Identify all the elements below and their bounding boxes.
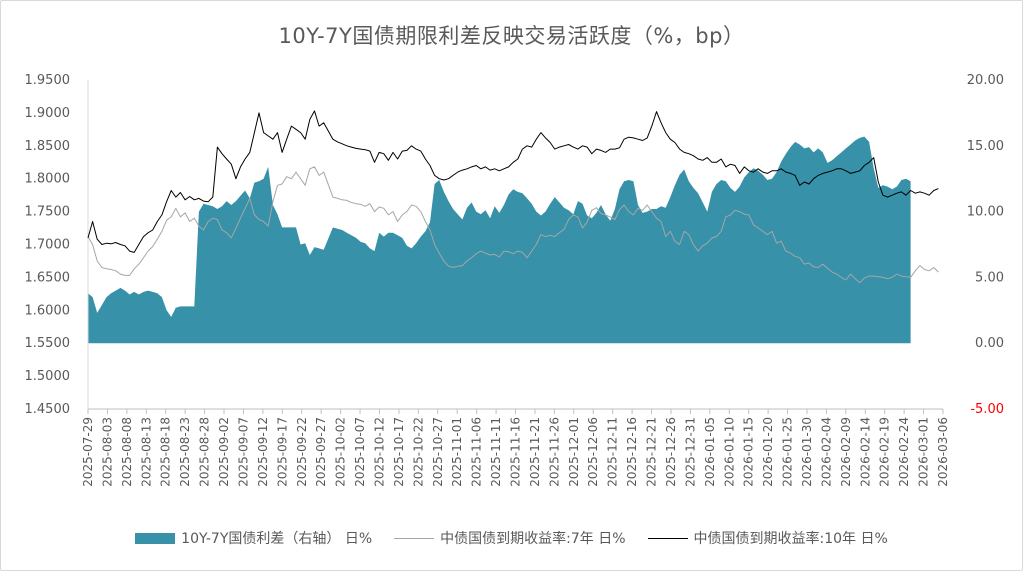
x-tick-label: 2025-11-06 [470,417,484,487]
legend-item-7y: 中债国债到期收益率:7年 日% [394,528,626,548]
x-tick-label: 2025-10-17 [392,417,406,487]
legend-item-spread: 10Y-7Y国债利差（右轴） 日% [135,528,372,548]
y-left-tick-label: 1.4500 [25,402,71,417]
y-left-tick-label: 1.6500 [25,270,71,285]
y-left-tick-label: 1.7000 [25,238,71,253]
x-tick-label: 2025-10-07 [353,417,367,487]
y-left-tick-label: 1.6000 [25,303,71,318]
x-tick-label: 2025-12-06 [586,417,600,487]
x-tick-label: 2025-12-31 [683,417,697,487]
x-tick-label: 2025-10-12 [372,417,386,487]
x-tick-label: 2025-10-27 [431,417,445,487]
x-tick-label: 2026-02-14 [858,417,872,487]
x-tick-label: 2025-09-12 [256,417,270,487]
x-tick-label: 2025-08-13 [139,417,153,487]
x-tick-label: 2025-09-02 [217,417,231,487]
chart-svg: 1.4500 1.5000 1.5500 1.6000 1.6500 1.7000 1.75… [25,73,1005,487]
x-tick-label: 2025-11-16 [509,417,523,487]
x-tick-label: 2025-08-18 [159,417,173,487]
x-tick-label: 2026-01-20 [761,417,775,487]
legend-swatch-spread [135,532,176,544]
y-right-tick-label: -5.00 [970,402,1004,417]
x-tick-label: 2026-01-10 [722,417,736,487]
legend-label-spread: 10Y-7Y国债利差（右轴） 日% [181,531,373,547]
series-line-7y [87,166,939,284]
x-tick-label: 2026-02-04 [819,417,833,487]
x-tick-label: 2025-10-02 [334,417,348,487]
y-left-tick-label: 1.9000 [25,106,71,121]
x-tick-label: 2026-02-09 [839,417,853,487]
y-right-tick-label: 15.00 [967,139,1004,154]
x-tick-label: 2026-03-06 [936,417,950,487]
y-left-tick-label: 1.8000 [25,172,71,187]
series-area-spread [88,136,911,344]
x-tick-label: 2026-03-01 [917,417,931,487]
x-tick-label: 2025-10-22 [411,417,425,487]
x-tick-label: 2025-11-26 [547,417,561,487]
series-line-10y [87,110,939,253]
x-tick-label: 2025-07-29 [81,417,95,487]
x-tick-label: 2025-12-11 [606,417,620,487]
y-left-tick-label: 1.5500 [25,336,71,351]
x-tick-label: 2025-12-01 [567,417,581,487]
y-left-tick-label: 1.7500 [25,205,71,220]
x-tick-label: 2026-02-19 [878,417,892,487]
x-tick-label: 2025-12-16 [625,417,639,487]
x-tick-label: 2025-11-21 [528,417,542,487]
chart-legend: 10Y-7Y国债利差（右轴） 日% 中债国债到期收益率:7年 日% 中债国债到期… [0,528,1023,548]
x-tick-label: 2026-01-05 [703,417,717,487]
x-tick-label: 2025-12-21 [645,417,659,487]
x-tick-label: 2025-09-17 [275,417,289,487]
x-tick-label: 2025-09-07 [236,417,250,487]
legend-swatch-7y [394,537,435,539]
legend-item-10y: 中债国债到期收益率:10年 日% [647,528,888,548]
x-tick-label: 2026-02-24 [897,417,911,487]
y-right-tick-label: 5.00 [975,270,1004,285]
y-left-tick-label: 1.5000 [25,369,71,384]
x-tick-label: 2025-12-26 [664,417,678,487]
x-tick-label: 2025-09-22 [295,417,309,487]
legend-label-10y: 中债国债到期收益率:10年 日% [693,531,888,547]
y-right-tick-label: 10.00 [967,205,1004,220]
y-right-tick-label: 0.00 [975,336,1004,351]
chart-title: 10Y-7Y国债期限利差反映交易活跃度（%，bp） [278,24,745,48]
x-tick-label: 2025-09-27 [314,417,328,487]
y-right-tick-label: 20.00 [967,73,1004,88]
x-tick-label: 2025-08-28 [198,417,212,487]
y-left-tick-label: 1.9500 [25,73,71,88]
x-tick-label: 2025-08-03 [100,417,114,487]
legend-swatch-10y [647,537,688,539]
y-left-tick-label: 1.8500 [25,139,71,154]
legend-label-7y: 中债国债到期收益率:7年 日% [440,531,626,547]
x-tick-label: 2025-08-08 [120,417,134,487]
x-tick-label: 2026-01-15 [742,417,756,487]
x-tick-label: 2026-01-25 [781,417,795,487]
x-tick-label: 2025-11-01 [450,417,464,487]
x-tick-label: 2026-01-30 [800,417,814,487]
x-tick-label: 2025-08-23 [178,417,192,487]
x-tick-label: 2025-11-11 [489,417,503,487]
